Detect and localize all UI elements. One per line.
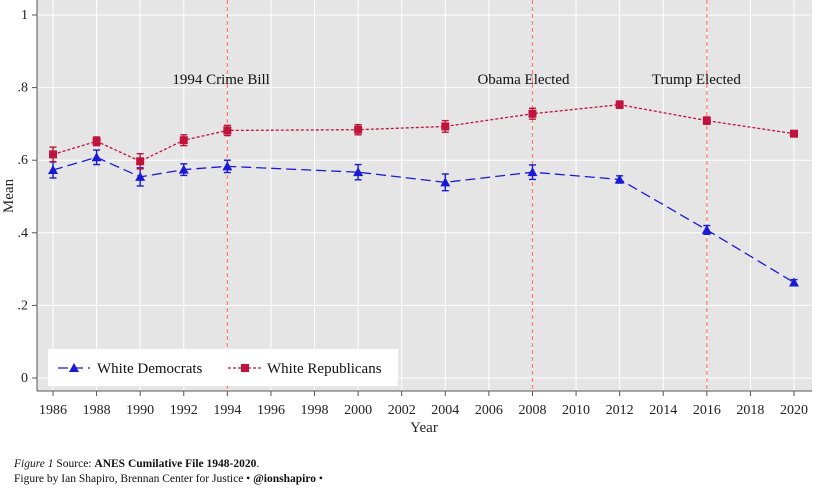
x-tick-label: 2000 [344, 403, 372, 418]
y-tick-label: .8 [18, 81, 29, 96]
source-prefix: Source: [56, 458, 92, 470]
data-point [92, 137, 101, 146]
x-tick-label: 2004 [431, 403, 459, 418]
data-point [48, 165, 58, 175]
data-point [223, 126, 232, 135]
y-tick-label: .6 [18, 153, 29, 168]
legend-marker-white-democrats [69, 363, 79, 372]
x-tick-label: 1988 [83, 403, 111, 418]
data-point [178, 164, 189, 174]
event-annotation: Trump Elected [652, 72, 742, 88]
axes: 0 .2 .4 .6 .8 1 1986 1988 1990 1992 1994 1996 1998 20… [18, 0, 812, 418]
data-point [790, 129, 798, 138]
source-suffix: . [256, 458, 260, 470]
data-point [701, 224, 712, 234]
data-point [528, 109, 537, 118]
data-point [353, 167, 364, 177]
legend-marker-white-republicans [241, 364, 249, 372]
series-line [52, 156, 795, 284]
x-tick-label: 2014 [649, 403, 677, 418]
y-tick-label: 1 [21, 8, 28, 23]
data-point [135, 171, 146, 181]
x-tick-label: 2002 [388, 403, 416, 418]
data-point [702, 116, 711, 125]
event-annotation: 1994 Crime Bill [172, 72, 270, 88]
data-point [91, 152, 102, 162]
figure-label: Figure 1 [14, 458, 54, 470]
x-tick-label: 2006 [475, 403, 503, 418]
data-point [441, 122, 450, 131]
x-tick-label: 1996 [257, 403, 285, 418]
x-tick-label: 2016 [693, 403, 721, 418]
y-tick-label: .2 [18, 298, 29, 313]
event-lines: 1994 Crime Bill Obama Elected Trump Electe… [172, 0, 741, 391]
legend: White Democrats White Republicans [48, 349, 398, 386]
legend-box [48, 349, 398, 386]
data-point [789, 277, 799, 287]
data-point [354, 125, 363, 134]
x-tick-label: 1990 [126, 403, 154, 418]
figure-caption-credit: Figure by Ian Shapiro, Brennan Center fo… [14, 473, 323, 485]
data-point [440, 177, 451, 187]
figure-caption-source: Figure 1 Source: ANES Cumilative File 19… [14, 458, 259, 470]
y-tick-label: .4 [18, 226, 29, 241]
plot-area [37, 0, 812, 391]
source-value: ANES Cumilative File 1948-2020 [94, 458, 257, 470]
data-point [179, 136, 188, 145]
event-annotation: Obama Elected [477, 72, 570, 88]
data-point [49, 150, 57, 159]
data-point [136, 157, 145, 166]
x-tick-label: 1998 [301, 403, 329, 418]
x-tick-label: 2010 [562, 403, 590, 418]
x-tick-label: 2012 [606, 403, 634, 418]
x-tick-label: 1994 [213, 403, 241, 418]
credit-handle: @ionshapiro [253, 473, 316, 485]
x-tick-label: 1992 [170, 403, 198, 418]
x-tick-label: 2008 [518, 403, 546, 418]
data-point [222, 161, 233, 171]
credit-suffix: • [318, 473, 323, 485]
x-tick-label: 2018 [736, 403, 764, 418]
series [48, 100, 799, 287]
data-point [527, 167, 538, 177]
credit-text: Figure by Ian Shapiro, Brennan Center fo… [14, 473, 251, 485]
data-point [614, 174, 625, 184]
x-tick-label: 2020 [780, 403, 808, 418]
y-axis-title: Mean [1, 178, 17, 213]
legend-label-white-republicans: White Republicans [267, 361, 382, 377]
y-tick-label: 0 [21, 371, 28, 386]
x-tick-label: 1986 [39, 403, 67, 418]
data-point [615, 100, 624, 109]
legend-label-white-democrats: White Democrats [97, 361, 203, 377]
x-axis-title: Year [410, 420, 438, 436]
